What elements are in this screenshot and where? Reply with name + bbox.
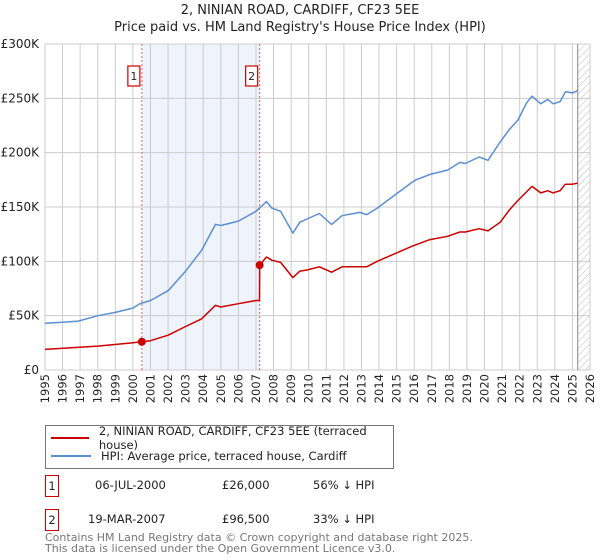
x-tick-label: 1996: [56, 374, 70, 403]
legend-swatch-red: [51, 437, 89, 439]
x-tick-label: 2007: [249, 374, 263, 403]
footer-copyright: Contains HM Land Registry data © Crown c…: [45, 531, 473, 544]
legend-label: 2, NINIAN ROAD, CARDIFF, CF23 5EE (terra…: [98, 424, 367, 452]
x-tick-label: 2026: [583, 374, 597, 403]
x-tick-label: 2019: [460, 374, 474, 403]
y-tick-label: £150K: [1, 200, 41, 214]
sale-hpi-diff: 56% ↓ HPI: [313, 478, 375, 492]
y-tick-label: £200K: [1, 146, 41, 160]
x-tick-label: 2006: [231, 374, 245, 403]
price-chart: 1995 1996 1997 1998 1999 2000 2001 2002 2003 2004…: [1, 37, 597, 403]
x-tick-label: 1997: [73, 374, 87, 403]
sale-label-box: [127, 65, 141, 87]
x-tick-label: 2021: [495, 374, 509, 403]
sale-label-box: [245, 65, 259, 87]
x-tick-label: 2017: [425, 374, 439, 403]
x-tick-label: 1995: [38, 374, 52, 403]
sale-label: 1: [130, 70, 137, 83]
chart-title: 2, NINIAN ROAD, CARDIFF, CF23 5EE: [180, 3, 420, 18]
property-price-line: [44, 182, 578, 351]
x-tick-label: 2018: [442, 374, 456, 403]
x-tick-label: 2005: [214, 374, 228, 403]
x-tick-label: 2009: [284, 374, 298, 403]
x-tick-label: 2010: [302, 374, 316, 403]
sale-date: 06-JUL-2000: [95, 478, 166, 492]
chart-subtitle: Price paid vs. HM Land Registry's House …: [114, 20, 486, 35]
legend-swatch-blue: [51, 455, 91, 457]
x-tick-label: 2004: [196, 374, 210, 403]
x-tick-label: 2016: [407, 374, 421, 403]
sale-point: [137, 337, 146, 346]
x-tick-label: 2025: [565, 374, 579, 403]
footer-licence: This data is licensed under the Open Gov…: [45, 542, 396, 555]
sale-hpi-diff: 33% ↓ HPI: [313, 512, 375, 526]
y-tick-label: £100K: [1, 254, 41, 268]
legend-item-hpi: HPI: Average price, terraced house, Card…: [51, 448, 347, 464]
sale-point: [255, 261, 264, 270]
sale-price: £26,000: [222, 478, 270, 492]
x-tick-label: 1999: [108, 374, 122, 403]
x-tick-label: 2001: [143, 374, 157, 403]
sale-price: £96,500: [222, 512, 270, 526]
y-tick-label: £300K: [1, 37, 41, 51]
x-tick-label: 2013: [354, 374, 368, 403]
sale-label: 2: [248, 70, 255, 83]
x-tick-label: 2014: [372, 374, 386, 403]
legend-item-property: 2, NINIAN ROAD, CARDIFF, CF23 5EE (terra…: [51, 424, 393, 452]
sale-date: 19-MAR-2007: [88, 512, 166, 526]
x-tick-label: 2012: [337, 374, 351, 403]
chart-legend: 2, NINIAN ROAD, CARDIFF, CF23 5EE (terra…: [45, 424, 394, 469]
x-tick-label: 2023: [530, 374, 544, 403]
y-tick-label: £0: [24, 363, 39, 377]
x-tick-label: 2000: [126, 374, 140, 403]
y-tick-label: £50K: [8, 309, 40, 323]
y-tick-label: £250K: [1, 91, 41, 105]
x-tick-label: 2024: [548, 374, 562, 403]
x-tick-label: 2008: [267, 374, 281, 403]
x-tick-label: 2011: [319, 374, 333, 403]
hpi-line: [44, 90, 578, 325]
x-tick-label: 2022: [513, 374, 527, 403]
legend-label: HPI: Average price, terraced house, Card…: [101, 449, 347, 463]
x-tick-label: 1998: [91, 374, 105, 403]
sale-badge: 1: [45, 475, 59, 497]
x-tick-label: 2015: [390, 374, 404, 403]
x-tick-label: 2002: [161, 374, 175, 403]
x-tick-label: 2020: [478, 374, 492, 403]
x-tick-label: 2003: [179, 374, 193, 403]
sale-badge: 2: [45, 509, 59, 531]
